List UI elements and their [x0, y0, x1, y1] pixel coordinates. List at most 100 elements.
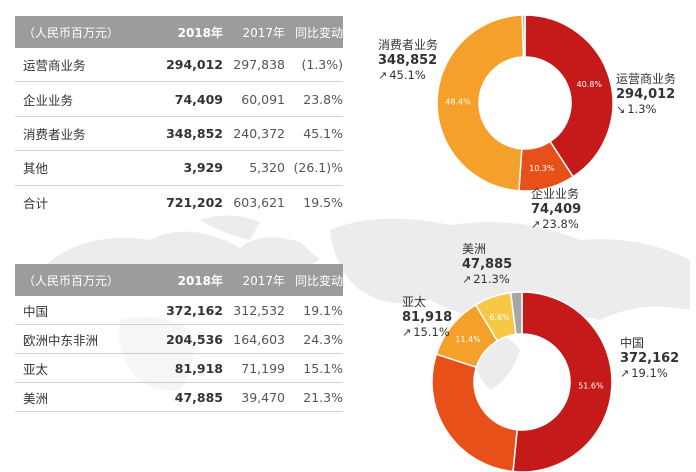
- header-yoy: 同比变动: [294, 273, 343, 288]
- donut-slice-4: [509, 291, 523, 336]
- value-yoy: 23.8%: [303, 91, 343, 107]
- business-segment-table: （人民币百万元） 2018年 2017年 同比变动 运营商业务 294,012 …: [15, 16, 343, 219]
- callout-change: 1.3%: [627, 102, 657, 116]
- callout-carrier: 运营商业务 294,012 ↘ 1.3%: [616, 72, 676, 117]
- value-yoy: 19.1%: [303, 302, 343, 318]
- value-2017: 5,320: [249, 160, 285, 176]
- table-header: （人民币百万元） 2018年 2017年 同比变动: [15, 16, 343, 48]
- value-2018: 721,202: [166, 194, 223, 210]
- callout-value: 47,885: [462, 257, 513, 272]
- callout-change: 19.1%: [631, 366, 668, 380]
- value-yoy: 45.1%: [303, 125, 343, 141]
- value-2018: 47,885: [174, 389, 223, 405]
- callout-name: 消费者业务: [378, 38, 439, 52]
- callout-change: 21.3%: [473, 272, 510, 286]
- slice-label-3: 6.6%: [489, 313, 510, 322]
- value-yoy: 19.5%: [303, 194, 343, 210]
- business-segment-donut-chart: 40.8% 10.3% 48.4%: [436, 14, 614, 192]
- donut-slice-3: [521, 14, 526, 58]
- header-unit: （人民币百万元）: [23, 25, 120, 40]
- callout-value: 81,918: [402, 310, 453, 325]
- header-2018: 2018年: [177, 25, 223, 40]
- donut-slice-1: [431, 353, 519, 472]
- arrow-up-icon: ↗: [402, 326, 412, 339]
- row-label: 其他: [23, 161, 49, 177]
- row-label: 欧洲中东非洲: [23, 332, 99, 348]
- value-2017: 71,199: [241, 360, 285, 376]
- row-label: 企业业务: [23, 92, 74, 108]
- callout-change: 15.1%: [413, 325, 450, 339]
- slice-label-2: 48.4%: [445, 98, 471, 107]
- value-yoy: 21.3%: [303, 389, 343, 405]
- callout-change: 45.1%: [389, 68, 426, 82]
- callout-consumer: 消费者业务 348,852 ↗ 45.1%: [378, 38, 438, 83]
- callout-value: 294,012: [616, 87, 676, 102]
- value-2018: 74,409: [174, 91, 223, 107]
- arrow-up-icon: ↗: [378, 69, 388, 82]
- slice-label-2: 11.4%: [455, 335, 481, 344]
- value-2017: 39,470: [241, 389, 285, 405]
- table-row: 企业业务 74,409 60,091 23.8%: [15, 82, 343, 117]
- region-table: （人民币百万元） 2018年 2017年 同比变动 中国 372,162 312…: [15, 264, 343, 412]
- callout-name: 运营商业务: [616, 72, 677, 86]
- table-row: 其他 3,929 5,320 (26.1)%: [15, 151, 343, 186]
- arrow-up-icon: ↗: [462, 273, 472, 286]
- table-row: 消费者业务 348,852 240,372 45.1%: [15, 117, 343, 152]
- value-2018: 204,536: [166, 331, 223, 347]
- value-2018: 3,929: [183, 160, 223, 176]
- callout-china: 中国 372,162 ↗ 19.1%: [620, 336, 679, 381]
- donut-slice-2: [436, 14, 525, 192]
- header-2017: 2017年: [242, 25, 285, 40]
- slice-label-0: 40.8%: [577, 80, 603, 89]
- slice-label-0: 51.6%: [578, 381, 604, 390]
- table-row-total: 合计 721,202 603,621 19.5%: [15, 186, 343, 219]
- row-label: 中国: [23, 303, 49, 319]
- value-2017: 60,091: [241, 91, 285, 107]
- table-header: （人民币百万元） 2018年 2017年 同比变动: [15, 264, 343, 296]
- slice-label-1: 10.3%: [529, 164, 555, 173]
- value-2018: 372,162: [166, 302, 223, 318]
- value-2017: 164,603: [233, 331, 285, 347]
- arrow-up-icon: ↗: [531, 218, 541, 231]
- donut-slice-0: [524, 14, 614, 178]
- table-row: 中国 372,162 312,532 19.1%: [15, 296, 343, 325]
- table-row: 运营商业务 294,012 297,838 (1.3%): [15, 48, 343, 83]
- value-2018: 81,918: [174, 360, 223, 376]
- value-yoy: 15.1%: [303, 360, 343, 376]
- callout-change: 23.8%: [542, 217, 579, 231]
- value-2017: 240,372: [233, 125, 285, 141]
- header-yoy: 同比变动: [294, 25, 343, 40]
- callout-name: 企业业务: [531, 187, 580, 201]
- value-2018: 348,852: [166, 125, 223, 141]
- header-2018: 2018年: [177, 273, 223, 288]
- region-donut-chart: 51.6% 11.4% 6.6%: [431, 291, 613, 472]
- value-2017: 297,838: [233, 57, 285, 73]
- arrow-down-icon: ↘: [616, 103, 626, 116]
- callout-value: 372,162: [620, 351, 680, 366]
- callout-value: 74,409: [531, 202, 582, 217]
- arrow-up-icon: ↗: [620, 367, 630, 380]
- value-yoy: (1.3%): [301, 57, 343, 73]
- value-yoy: (26.1)%: [293, 160, 343, 176]
- row-label: 合计: [23, 195, 49, 211]
- value-2017: 603,621: [233, 194, 285, 210]
- callout-name: 中国: [620, 336, 645, 350]
- callout-value: 348,852: [378, 53, 438, 68]
- callout-enterprise: 企业业务 74,409 ↗ 23.8%: [531, 187, 581, 232]
- row-label: 亚太: [23, 361, 49, 377]
- value-2018: 294,012: [166, 57, 223, 73]
- table-row: 美洲 47,885 39,470 21.3%: [15, 383, 343, 412]
- row-label: 消费者业务: [23, 126, 86, 142]
- row-label: 美洲: [23, 390, 49, 406]
- table-row: 欧洲中东非洲 204,536 164,603 24.3%: [15, 325, 343, 354]
- callout-name: 美洲: [462, 242, 487, 256]
- header-unit: （人民币百万元）: [23, 273, 120, 288]
- header-2017: 2017年: [242, 273, 285, 288]
- callout-americas: 美洲 47,885 ↗ 21.3%: [462, 242, 512, 287]
- value-yoy: 24.3%: [303, 331, 343, 347]
- row-label: 运营商业务: [23, 58, 86, 74]
- value-2017: 312,532: [233, 302, 285, 318]
- callout-name: 亚太: [402, 295, 427, 309]
- callout-apac: 亚太 81,918 ↗ 15.1%: [402, 295, 452, 340]
- table-row: 亚太 81,918 71,199 15.1%: [15, 354, 343, 383]
